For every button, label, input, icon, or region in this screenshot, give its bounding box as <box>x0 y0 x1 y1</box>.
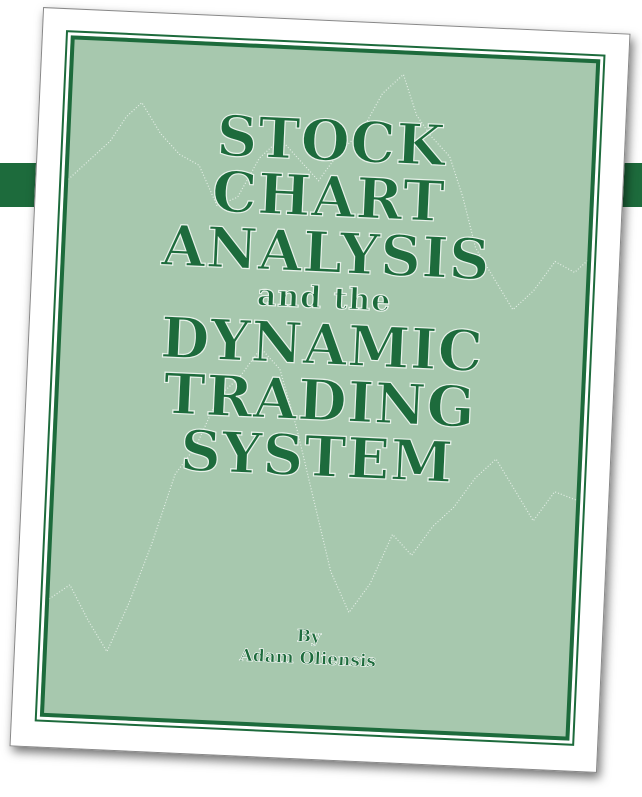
book-cover: STOCK CHART ANALYSIS and the DYNAMIC TRA… <box>10 7 631 773</box>
title: STOCK CHART ANALYSIS and the DYNAMIC TRA… <box>55 101 593 496</box>
cover-panel: STOCK CHART ANALYSIS and the DYNAMIC TRA… <box>40 35 600 740</box>
page: STOCK CHART ANALYSIS and the DYNAMIC TRA… <box>0 0 642 797</box>
